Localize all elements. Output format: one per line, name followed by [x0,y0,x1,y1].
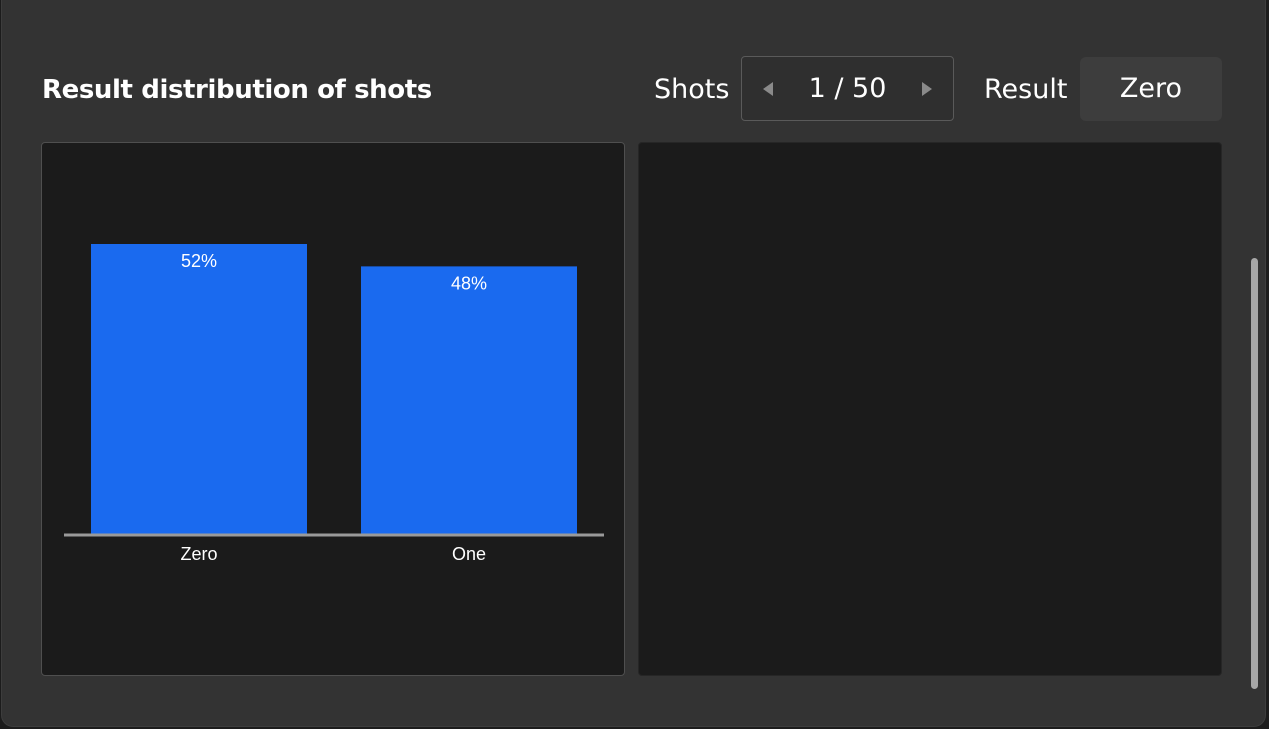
caret-right-icon [922,81,932,96]
data-label-one: 48% [451,273,487,293]
histogram-card: 52% Zero 48% One [41,142,625,676]
page-title: Result distribution of shots [42,75,432,105]
x-tick-label-zero: Zero [180,544,217,564]
result-histogram-chart: 52% Zero 48% One [64,244,604,564]
previous-shot-button[interactable] [746,57,790,120]
next-shot-button[interactable] [905,57,949,120]
vertical-scrollbar[interactable] [1251,258,1258,689]
shots-value: 1 / 50 [808,73,887,104]
caret-left-icon [763,81,773,96]
bar-zero [91,244,307,535]
x-tick-label-one: One [452,544,486,564]
result-label: Result [984,74,1068,105]
shot-detail-card [638,142,1222,676]
bar-one [361,266,577,535]
shots-label: Shots [654,74,730,105]
shots-stepper[interactable]: 1 / 50 [741,56,954,121]
result-dropdown[interactable]: Zero [1080,57,1222,121]
data-label-zero: 52% [181,251,217,271]
